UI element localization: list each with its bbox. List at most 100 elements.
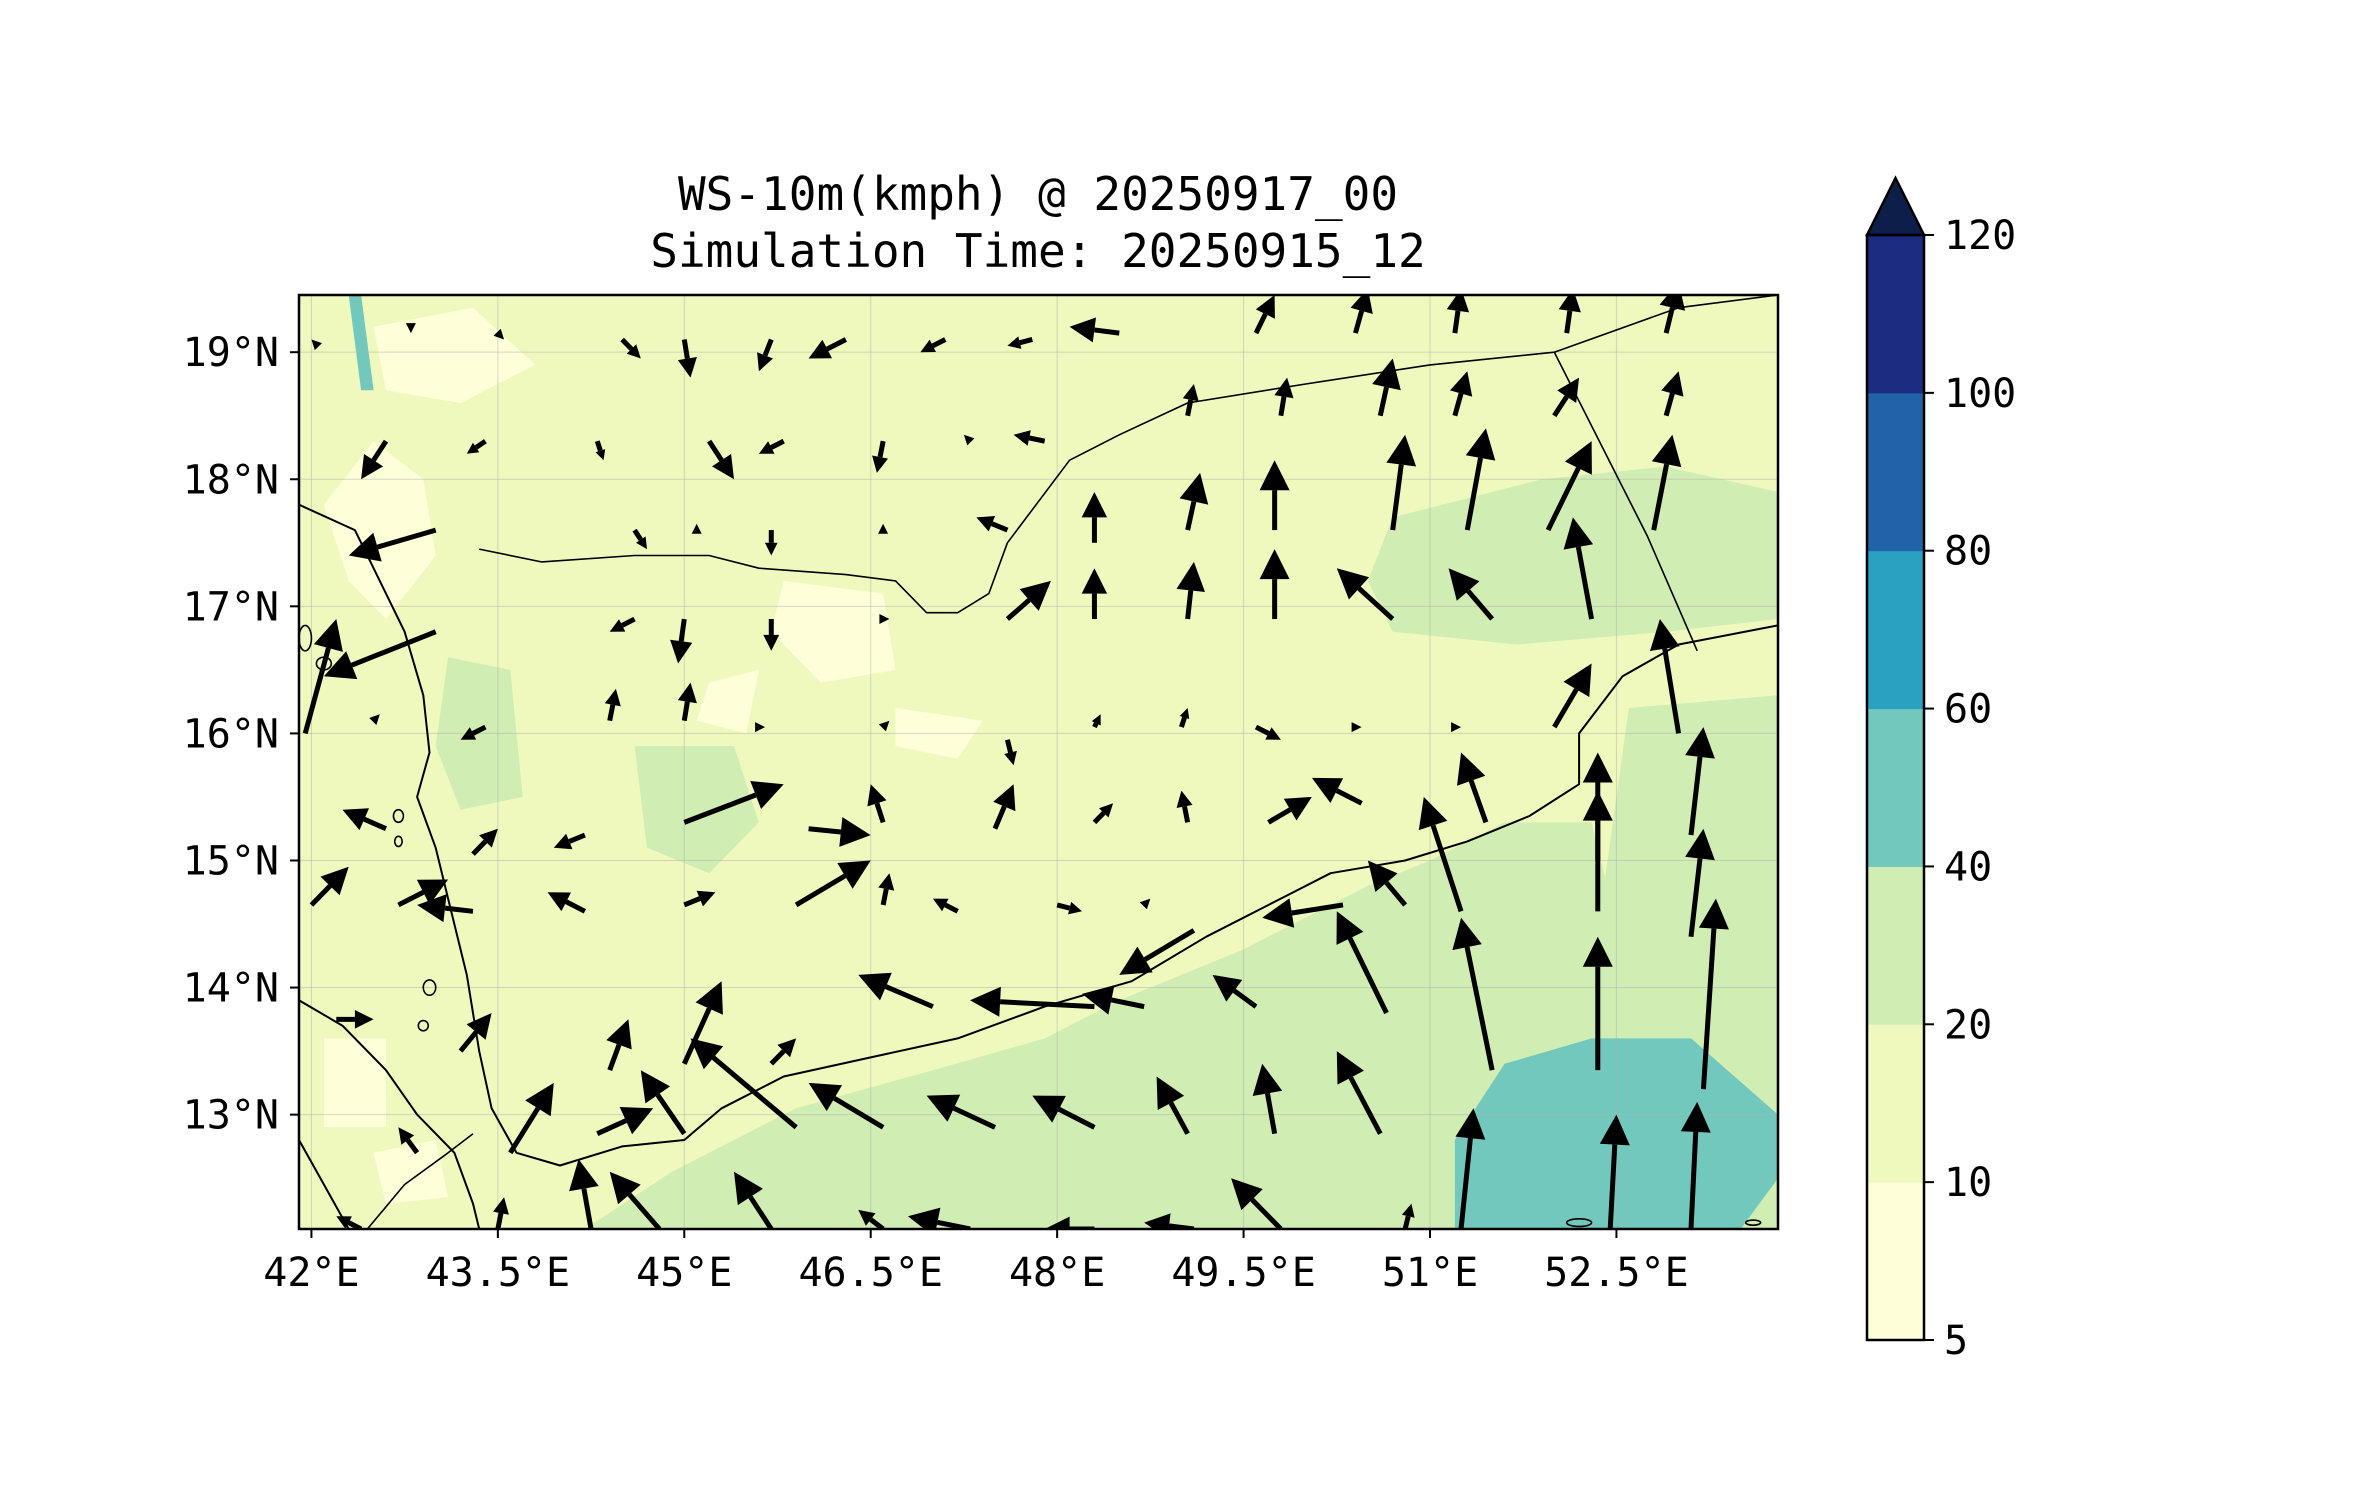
wind-arrow: [1336, 1051, 1383, 1135]
wind-arrow-head: [1179, 472, 1209, 505]
wind-arrow: [620, 337, 641, 359]
wind-arrow: [992, 784, 1016, 830]
wind-arrow-head: [1179, 708, 1190, 720]
wind-arrow-head: [1081, 492, 1108, 518]
wind-arrow-shaft: [1545, 466, 1581, 532]
wind-arrow-shaft: [748, 1195, 774, 1229]
wind-arrow-shaft: [581, 1188, 594, 1229]
wind-arrow-shaft: [990, 521, 1009, 533]
island-6: [1565, 1218, 1593, 1228]
wind-arrow-shaft: [1607, 1144, 1618, 1229]
wind-arrow-head: [920, 339, 936, 353]
wind-arrow-head: [466, 442, 480, 454]
coast-line-4: [299, 999, 481, 1229]
wind-arrow: [1401, 1203, 1415, 1229]
wind-arrow-head: [361, 454, 384, 480]
wind-arrow-head: [1680, 1101, 1711, 1133]
colorbar-tick-label: 60: [1944, 687, 1992, 733]
wind-zone-5-3: [696, 669, 759, 734]
wind-arrow-shaft: [568, 832, 586, 844]
wind-arrow: [1350, 295, 1373, 334]
wind-arrow-head: [1032, 1095, 1066, 1123]
wind-arrow: [1372, 358, 1401, 417]
wind-arrow: [1176, 561, 1205, 620]
wind-arrow: [683, 781, 784, 825]
wind-arrow: [677, 339, 697, 378]
wind-arrow: [1013, 430, 1046, 446]
wind-arrow: [755, 722, 766, 733]
colorbar-tick-label: 5: [1944, 1318, 1968, 1364]
wind-arrow-head: [1099, 803, 1114, 818]
lat-tick-label: 14°N: [183, 966, 279, 1012]
wind-arrow-head: [963, 434, 975, 446]
wind-arrow-head: [323, 651, 358, 680]
wind-arrow-shaft: [607, 1043, 622, 1072]
wind-arrow-shaft: [471, 839, 488, 856]
wind-arrow: [769, 1038, 797, 1066]
wind-arrow-head: [1351, 722, 1362, 733]
wind-arrow-head: [1004, 750, 1017, 766]
wind-arrow-head: [547, 892, 571, 912]
wind-arrow-head: [677, 682, 697, 704]
wind-arrow-head: [1156, 1076, 1185, 1110]
wind-arrow-shaft: [833, 1096, 885, 1130]
wind-arrow: [1119, 928, 1196, 975]
island-5: [417, 1019, 430, 1032]
wind-arrow-head: [636, 536, 647, 550]
wind-zone-40-13: [348, 295, 374, 391]
wind-arrow: [569, 1159, 599, 1229]
wind-arrow-shaft: [1057, 1107, 1096, 1130]
wind-arrow: [493, 1197, 509, 1229]
wind-arrow: [348, 527, 437, 562]
wind-arrow-head: [1081, 568, 1108, 594]
colorbar-tick-label: 20: [1944, 1002, 1992, 1048]
wind-arrow: [932, 898, 959, 914]
wind-arrow-head: [1176, 790, 1193, 808]
wind-arrow-shaft: [1651, 463, 1670, 531]
wind-arrow: [1004, 739, 1017, 766]
wind-arrow-shaft: [999, 999, 1095, 1010]
wind-arrow: [1552, 663, 1592, 729]
wind-arrow-shaft: [1575, 546, 1595, 620]
wind-arrow-shaft: [681, 339, 690, 359]
wind-arrow: [1599, 1114, 1630, 1229]
wind-arrow-head: [1350, 295, 1373, 314]
wind-arrow: [1179, 708, 1190, 728]
wind-arrow: [1455, 1108, 1486, 1229]
wind-arrow-shaft: [877, 440, 886, 458]
wind-arrow-head: [1450, 371, 1473, 397]
coast-line-3: [299, 503, 1778, 1167]
wind-arrow-shaft: [607, 704, 616, 722]
wind-arrow-shaft: [1700, 928, 1717, 1090]
lon-tick-label: 42°E: [263, 1250, 359, 1296]
wind-arrow-shaft: [1377, 386, 1389, 417]
colorbar-bin-100: [1867, 235, 1924, 394]
wind-arrow-head: [1119, 946, 1153, 975]
wind-arrow: [879, 614, 890, 624]
wind-arrow: [970, 986, 1095, 1017]
wind-arrow-head: [1082, 985, 1115, 1015]
wind-arrow: [342, 808, 388, 832]
wind-arrow-shaft: [495, 1212, 504, 1229]
wind-arrow: [1005, 580, 1051, 621]
wind-arrow-head: [1698, 898, 1729, 930]
wind-arrow: [369, 714, 380, 725]
wind-arrow-shaft: [1168, 1101, 1190, 1135]
wind-arrow: [764, 530, 778, 556]
wind-arrow-shaft: [1347, 937, 1389, 1015]
wind-arrow-shaft: [683, 896, 701, 908]
wind-arrow: [471, 828, 498, 856]
wind-arrow-shaft: [1254, 724, 1270, 736]
wind-arrow: [508, 1082, 554, 1155]
wind-arrow-head: [1582, 752, 1613, 783]
wind-arrow-head: [320, 866, 349, 896]
wind-arrow-head: [1563, 663, 1592, 697]
wind-arrow: [1032, 1095, 1096, 1130]
wind-arrow: [493, 328, 505, 340]
wind-arrow-head: [691, 523, 702, 534]
colorbar-extend-arrow: [1864, 175, 1927, 237]
wind-arrow: [1336, 568, 1395, 621]
wind-arrow: [1092, 803, 1114, 825]
wind-arrow-shaft: [1250, 1197, 1283, 1229]
wind-arrow-head: [837, 860, 871, 889]
